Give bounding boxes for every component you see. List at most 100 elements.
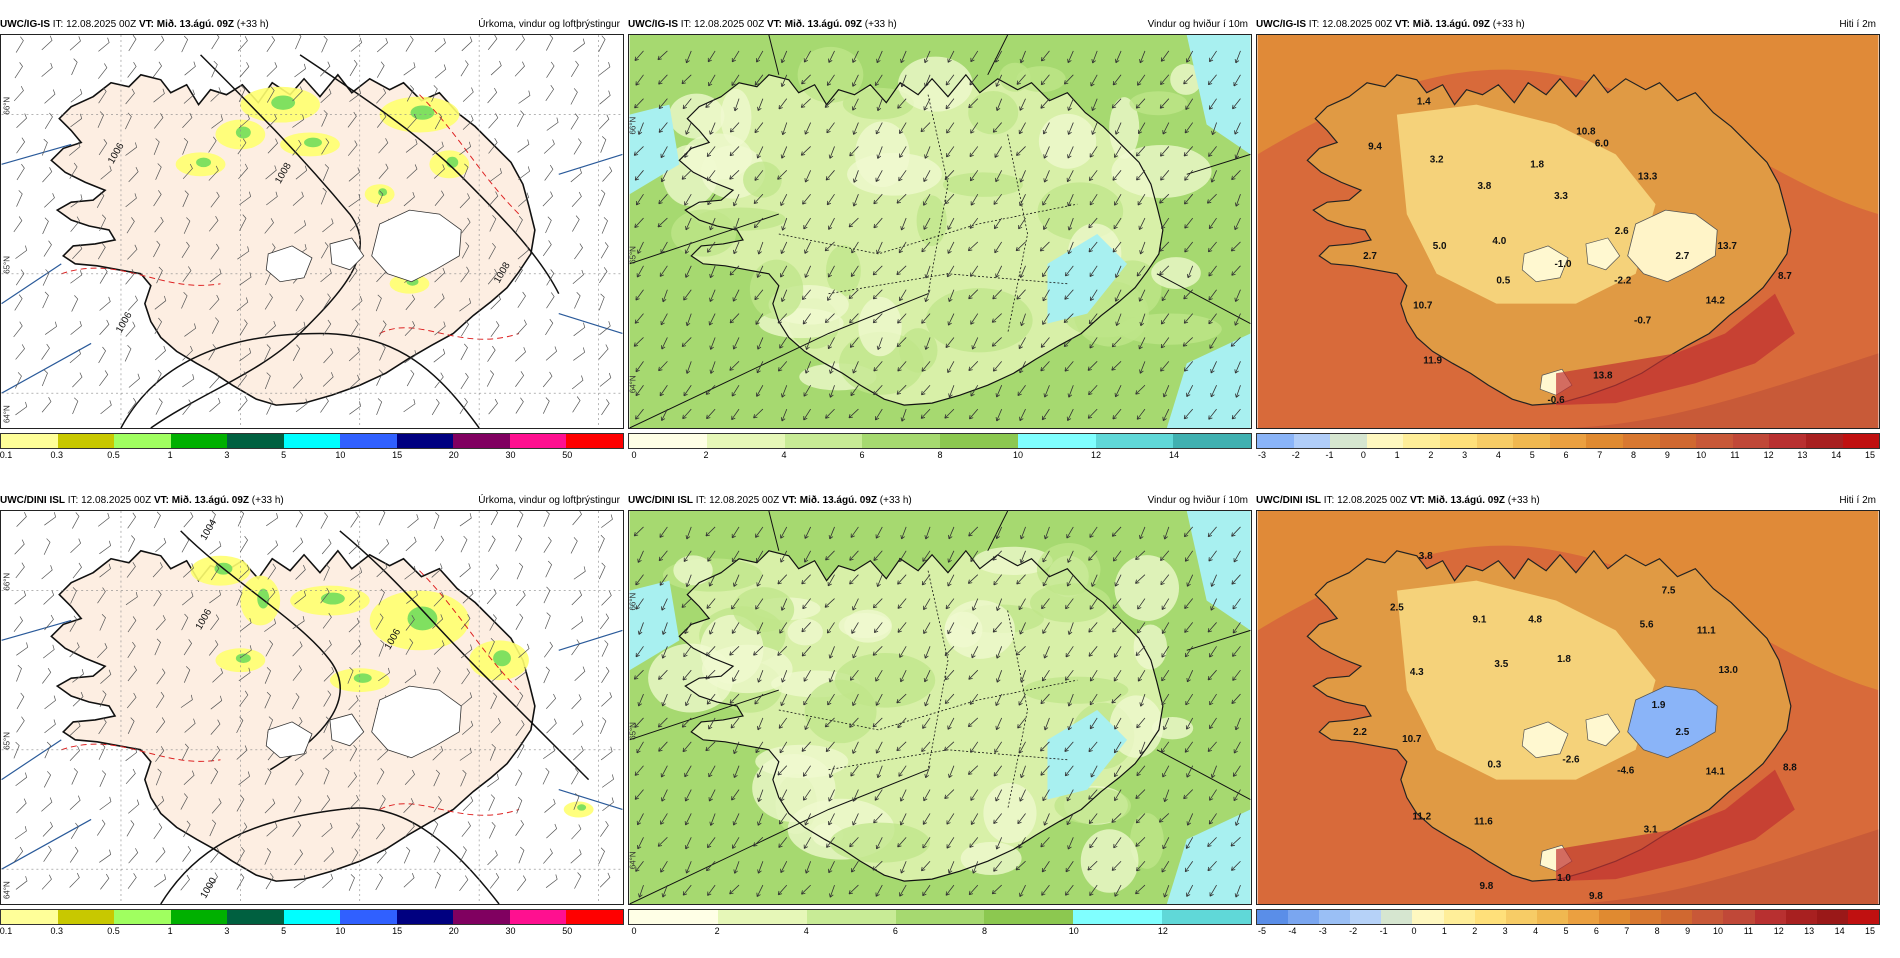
wind-arrow: [683, 384, 692, 397]
wind-arrow: [633, 526, 644, 537]
wind-arrow: [756, 146, 764, 159]
wind-barb: [69, 745, 80, 761]
map-area: 1.4 9.4 3.2 3.8 1.8 10.8 6.0 13.3 3.3 2.6 4.0 5.0 2.…: [1256, 34, 1880, 429]
wind-barb: [16, 642, 29, 656]
wind-arrow: [876, 98, 883, 112]
legend-swatch: [1476, 434, 1514, 448]
legend-tick-label: 10: [1068, 926, 1079, 936]
it-label: IT:: [67, 495, 79, 506]
wind-barb: [69, 721, 81, 736]
wind-arrow: [1160, 50, 1170, 62]
wind-barb: [488, 191, 499, 207]
legend-swatch: [453, 910, 510, 924]
wind-barb: [545, 874, 558, 888]
wind-barb: [16, 190, 23, 207]
wind-arrow: [777, 170, 788, 180]
wind-arrow: [1067, 241, 1074, 255]
legend-tick-label: 6: [892, 926, 898, 936]
legend-swatch: [1095, 434, 1174, 448]
temperature-value: 1.9: [1652, 700, 1666, 711]
wind-barb: [570, 60, 579, 78]
legend-swatch: [1622, 434, 1660, 448]
wind-barb: [378, 588, 385, 606]
precip-core: [235, 653, 251, 664]
wind-barb: [434, 190, 445, 206]
legend-tick-label: 3: [224, 450, 230, 460]
wind-arrow: [994, 241, 1003, 254]
wind-speed-patch: [1111, 144, 1212, 198]
wind-barb: [44, 112, 53, 129]
wind-arrow: [824, 717, 835, 728]
precip-core: [304, 137, 322, 148]
wind-arrow: [872, 860, 883, 871]
wind-arrow: [922, 884, 931, 897]
wind-barb: [208, 136, 217, 153]
wind-arrow: [636, 741, 644, 754]
wind-barb: [571, 824, 582, 840]
wind-arrow: [1043, 717, 1050, 731]
wind-barb: [347, 111, 357, 128]
wind-arrow: [1184, 217, 1194, 229]
wind-barb: [183, 820, 191, 838]
coastline: [678, 549, 1164, 882]
wind-barb: [42, 167, 53, 183]
wind-arrow: [1137, 122, 1146, 135]
wind-arrow: [633, 337, 644, 347]
wind-barb: [516, 511, 524, 528]
wind-arrow: [1231, 170, 1241, 181]
legend-swatch: [1293, 434, 1331, 448]
legend-tick-label: 50: [562, 450, 573, 460]
wind-arrow: [995, 265, 1003, 278]
wind-arrow: [851, 622, 859, 634]
wind-arrow: [896, 741, 907, 752]
wind-barb: [125, 321, 136, 337]
wind-arrow: [1234, 717, 1241, 731]
wind-barb: [183, 217, 191, 234]
lead-time: (+33 h): [251, 495, 284, 506]
wind-arrow: [852, 194, 859, 207]
wind-arrow: [1135, 837, 1146, 847]
wind-barb: [181, 35, 189, 53]
wind-arrow: [757, 98, 764, 112]
wind-arrow: [947, 217, 955, 230]
wind-arrow: [1160, 170, 1170, 181]
wind-arrow: [638, 884, 644, 898]
wind-barb: [571, 191, 582, 208]
wind-arrow: [921, 241, 931, 253]
wind-arrow: [729, 693, 740, 704]
legend-tick-label: 8: [1631, 450, 1637, 460]
legend-swatch: [1549, 434, 1587, 448]
wind-arrow: [1114, 789, 1122, 802]
wind-arrow: [780, 146, 788, 159]
wind-arrow: [732, 669, 740, 682]
wind-arrow: [1042, 265, 1050, 278]
wind-arrow: [1041, 408, 1050, 421]
wind-barb: [211, 564, 220, 581]
wind-barb: [404, 821, 415, 837]
wind-arrow: [852, 693, 859, 707]
latitude-label: 64°N: [3, 405, 12, 423]
wind-barb: [434, 321, 446, 336]
wind-arrow: [708, 574, 716, 587]
wind-arrow: [1207, 669, 1217, 681]
wind-barb: [184, 718, 196, 733]
wind-barb: [70, 822, 79, 839]
wind-arrow: [851, 98, 859, 111]
wind-arrow: [754, 693, 764, 705]
wind-arrow: [1210, 765, 1217, 779]
wind-arrow: [707, 193, 716, 206]
precip-core: [577, 804, 587, 811]
wind-barb: [13, 741, 20, 759]
legend-tick-label: 8: [982, 926, 988, 936]
wind-arrow: [896, 384, 907, 395]
wind-arrow: [947, 622, 955, 635]
wind-barb: [460, 343, 468, 361]
wind-arrow: [682, 98, 692, 110]
wind-barb: [295, 564, 306, 580]
wind-arrow: [1113, 646, 1122, 658]
wind-arrow: [993, 217, 1003, 230]
wind-barb: [514, 266, 523, 283]
strong-wind-area: [1047, 709, 1128, 800]
temperature-value: 11.9: [1423, 355, 1442, 366]
wind-barb: [459, 397, 468, 414]
